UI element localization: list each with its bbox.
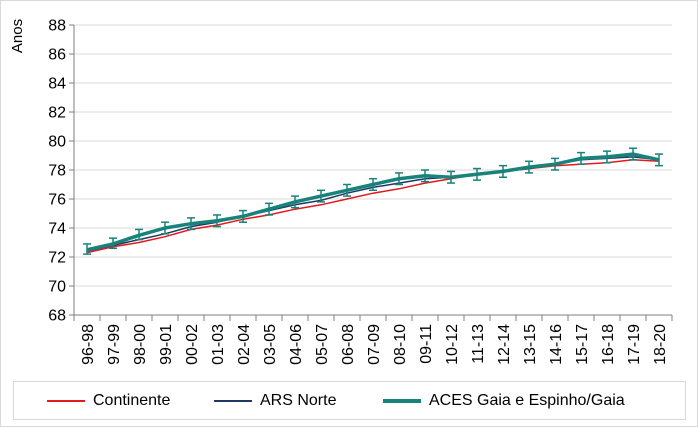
error-bar <box>161 221 169 235</box>
error-bars <box>83 147 663 255</box>
y-tick-label: 82 <box>48 105 66 122</box>
error-bar <box>213 214 221 228</box>
y-tick-label: 68 <box>48 308 66 325</box>
x-tick-label: 98-00 <box>132 324 149 365</box>
y-tick-label: 76 <box>48 192 66 209</box>
axes <box>69 24 673 321</box>
y-tick-label: 80 <box>48 134 66 151</box>
legend-item-aces-gaia: ACES Gaia e Espinho/Gaia <box>383 382 625 419</box>
x-tick-label: 14-16 <box>548 324 565 365</box>
legend-item-continente: Continente <box>47 382 170 419</box>
x-tick-label: 08-10 <box>392 324 409 365</box>
y-tick-label: 88 <box>48 18 66 35</box>
x-tick-label: 15-17 <box>574 324 591 365</box>
error-bar <box>629 147 637 161</box>
x-tick-label: 05-07 <box>314 324 331 365</box>
x-tick-label: 13-15 <box>522 324 539 365</box>
x-tick-label: 03-05 <box>262 324 279 365</box>
error-bar <box>83 243 91 255</box>
series-line-1 <box>86 159 660 254</box>
x-tick-label: 99-01 <box>158 324 175 365</box>
error-bar <box>577 151 585 165</box>
y-tick-label: 84 <box>48 76 66 93</box>
error-bar <box>447 170 455 184</box>
legend-swatch-aces-gaia <box>383 398 421 403</box>
x-tick-label: 96-98 <box>80 324 97 365</box>
y-tick-labels: 68 70 72 74 76 78 80 82 84 86 88 <box>48 18 66 325</box>
legend-label-continente: Continente <box>93 391 171 409</box>
y-tick-label: 70 <box>48 279 66 296</box>
x-tick-label: 10-12 <box>444 324 461 365</box>
x-tick-label: 02-04 <box>236 324 253 365</box>
legend-label-aces-gaia: ACES Gaia e Espinho/Gaia <box>429 391 625 409</box>
x-tick-label: 16-18 <box>600 324 617 365</box>
y-axis-label: Anos <box>9 19 26 53</box>
error-bar <box>291 195 299 209</box>
x-tick-label: 18-20 <box>652 324 669 365</box>
error-bar <box>551 157 559 171</box>
x-tick-label: 01-03 <box>210 324 227 365</box>
y-tick-label: 86 <box>48 47 66 64</box>
error-bar <box>109 237 117 250</box>
error-bar <box>265 202 273 216</box>
x-tick-label: 00-02 <box>184 324 201 365</box>
error-bar <box>499 164 507 178</box>
x-tick-label: 07-09 <box>366 324 383 365</box>
error-bar <box>239 209 247 223</box>
error-bar <box>317 189 325 203</box>
error-bar <box>473 167 481 181</box>
error-bar <box>343 183 351 197</box>
x-tick-label: 06-08 <box>340 324 357 365</box>
error-bar <box>135 228 143 241</box>
error-bar <box>655 153 663 167</box>
legend-swatch-continente <box>47 399 85 402</box>
error-bar <box>395 172 403 186</box>
x-tick-labels: 96-98 97-99 98-00 99-01 00-02 01-03 02-04 03-05… <box>80 324 669 365</box>
series-line-2 <box>86 156 660 252</box>
error-bar <box>369 177 377 192</box>
y-tick-label: 78 <box>48 163 66 180</box>
x-tick-label: 09-11 <box>418 324 435 364</box>
x-tick-label: 12-14 <box>496 324 513 365</box>
legend-swatch-ars-norte <box>214 399 252 402</box>
y-tick-label: 72 <box>48 250 66 267</box>
series-line-3 <box>86 152 660 252</box>
y-tick-label: 74 <box>48 221 66 238</box>
x-tick-label: 04-06 <box>288 324 305 365</box>
x-tick-label: 97-99 <box>106 324 123 365</box>
x-tick-label: 17-19 <box>626 324 643 365</box>
error-bar <box>421 169 429 183</box>
legend-item-ars-norte: ARS Norte <box>214 382 336 419</box>
error-bar <box>603 150 611 164</box>
series-lines <box>86 152 660 254</box>
legend-label-ars-norte: ARS Norte <box>260 391 337 409</box>
gridlines <box>74 24 672 287</box>
error-bar <box>525 160 533 174</box>
x-tick-label: 11-13 <box>470 324 487 364</box>
error-bar <box>187 217 195 231</box>
legend: Continente ARS Norte ACES Gaia e Espinho… <box>13 381 686 420</box>
